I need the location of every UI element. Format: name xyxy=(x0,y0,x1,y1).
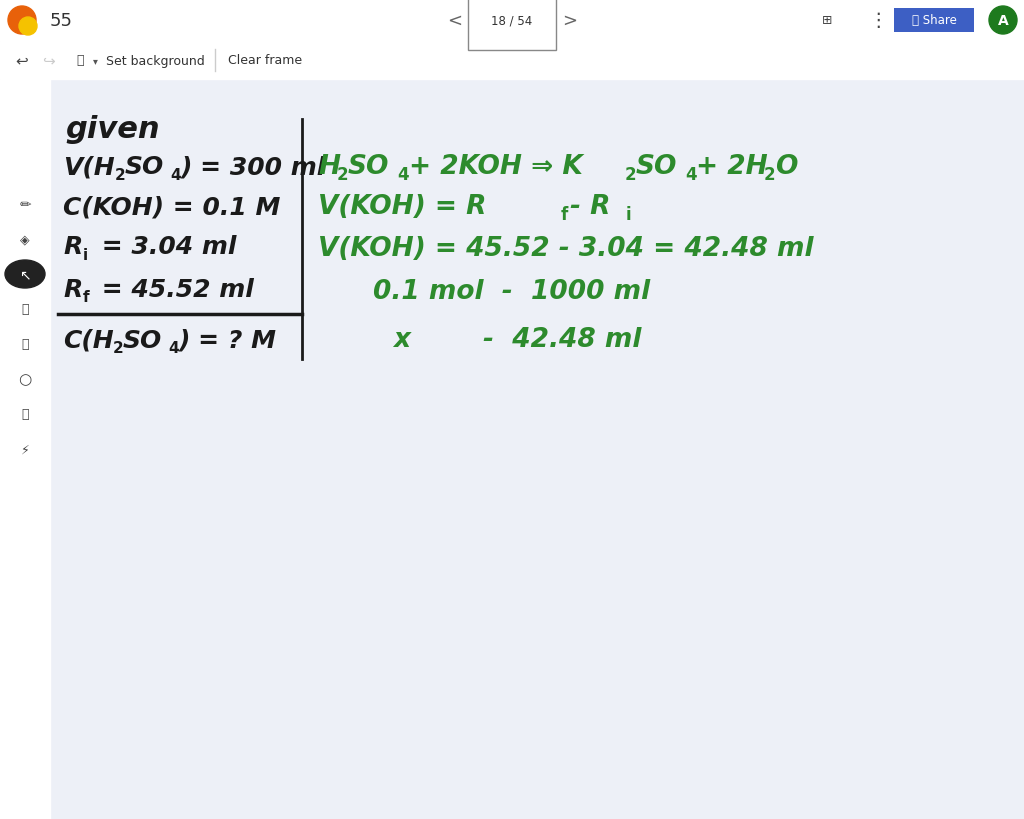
Circle shape xyxy=(8,7,36,35)
Text: SO: SO xyxy=(125,155,164,179)
Text: 🔍: 🔍 xyxy=(76,54,84,67)
Text: ) = ? M: ) = ? M xyxy=(179,328,278,352)
Text: 4: 4 xyxy=(397,165,409,183)
Text: + 2KOH ⇒ K: + 2KOH ⇒ K xyxy=(409,154,583,180)
Text: i: i xyxy=(626,206,632,224)
Text: ⬜: ⬜ xyxy=(22,408,29,421)
Text: 2: 2 xyxy=(337,165,348,183)
Text: ⋮: ⋮ xyxy=(868,11,888,30)
Text: ) = 300 ml: ) = 300 ml xyxy=(181,155,327,179)
Text: SO: SO xyxy=(123,328,162,352)
Text: <: < xyxy=(447,12,463,30)
Text: Set background: Set background xyxy=(105,54,205,67)
Text: 2: 2 xyxy=(764,165,775,183)
Text: = 45.52 ml: = 45.52 ml xyxy=(93,278,254,301)
Text: 2: 2 xyxy=(625,165,637,183)
Text: ○: ○ xyxy=(18,372,32,387)
Ellipse shape xyxy=(5,260,45,288)
Text: 🔒 Share: 🔒 Share xyxy=(911,15,956,28)
Text: R: R xyxy=(63,235,82,259)
Text: O: O xyxy=(775,154,798,180)
Text: given: given xyxy=(65,115,160,144)
Text: f: f xyxy=(83,290,90,305)
Text: = 3.04 ml: = 3.04 ml xyxy=(93,235,237,259)
Text: A: A xyxy=(997,14,1009,28)
Text: Clear frame: Clear frame xyxy=(228,54,302,67)
Text: ↪: ↪ xyxy=(42,53,54,69)
Text: 55: 55 xyxy=(50,12,73,30)
Bar xyxy=(894,9,974,33)
Text: 4: 4 xyxy=(170,167,180,183)
Text: ↩: ↩ xyxy=(15,53,29,69)
Text: C(H: C(H xyxy=(63,328,114,352)
Text: x        -  42.48 ml: x - 42.48 ml xyxy=(393,327,641,352)
Text: 2: 2 xyxy=(115,167,126,183)
Text: f: f xyxy=(561,206,568,224)
Text: ◈: ◈ xyxy=(20,233,30,247)
Text: ⬜: ⬜ xyxy=(22,303,29,316)
Text: - R: - R xyxy=(570,194,610,219)
Text: 0.1 mol  -  1000 ml: 0.1 mol - 1000 ml xyxy=(373,278,650,305)
Text: V(KOH) = 45.52 - 3.04 = 42.48 ml: V(KOH) = 45.52 - 3.04 = 42.48 ml xyxy=(318,236,813,262)
Text: ✏: ✏ xyxy=(19,197,31,212)
Text: C(KOH) = 0.1 M: C(KOH) = 0.1 M xyxy=(63,195,281,219)
Text: 2: 2 xyxy=(113,341,124,356)
Text: + 2H: + 2H xyxy=(696,154,768,180)
Text: 🖼: 🖼 xyxy=(22,338,29,351)
Bar xyxy=(0,0,1024,42)
Text: V(H: V(H xyxy=(63,155,115,179)
Bar xyxy=(812,10,842,32)
Bar xyxy=(0,80,50,819)
Text: ⊞: ⊞ xyxy=(821,15,833,28)
Text: SO: SO xyxy=(348,154,389,180)
Text: i: i xyxy=(83,247,88,262)
Circle shape xyxy=(19,18,37,36)
Text: 18 / 54: 18 / 54 xyxy=(492,15,532,28)
Text: H: H xyxy=(318,154,340,180)
Text: ⚡: ⚡ xyxy=(20,443,30,456)
Text: 4: 4 xyxy=(168,341,178,356)
Text: >: > xyxy=(562,12,578,30)
Circle shape xyxy=(989,7,1017,35)
Text: 4: 4 xyxy=(685,165,696,183)
Text: ↖: ↖ xyxy=(19,268,31,282)
Text: V(KOH) = R: V(KOH) = R xyxy=(318,194,486,219)
Text: R: R xyxy=(63,278,82,301)
Text: ▾: ▾ xyxy=(92,56,97,66)
Bar xyxy=(0,42,1024,80)
Text: SO: SO xyxy=(636,154,677,180)
